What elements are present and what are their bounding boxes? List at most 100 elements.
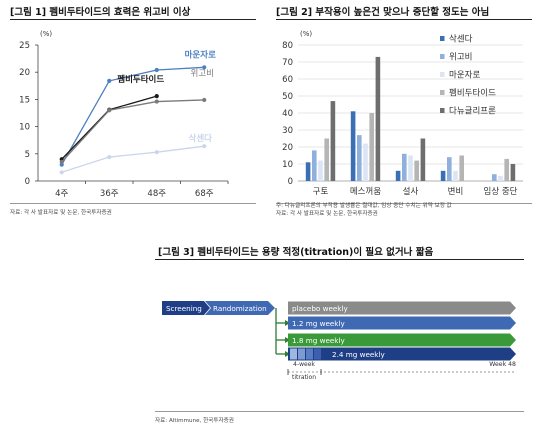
fig2-legend-swatch (440, 54, 445, 59)
fig1-x-tick-label: 36주 (100, 189, 119, 199)
fig1-data-point (59, 159, 64, 165)
fig2-x-tick-label: 임상 중단 (484, 186, 518, 197)
fig2-bar (420, 138, 426, 181)
fig2-y-tick-label: 70 (282, 58, 293, 68)
fig1-y-tick-label: 5 (25, 150, 30, 160)
fig3-arm-bar (288, 316, 516, 330)
fig3-randomization-label: Randomization (213, 304, 267, 313)
fig2-bar (402, 153, 407, 181)
fig1-data-point (154, 150, 159, 155)
fig2-bar (440, 170, 446, 181)
fig3-diagram: Screening Randomization placebo weekly 1.2 … (156, 263, 523, 405)
fig2-legend-swatch (440, 90, 445, 95)
fig3-branch-arrowhead (285, 320, 290, 326)
fig1-series-line (61, 145, 205, 173)
fig3-screening-label: Screening (166, 304, 202, 313)
fig1-y-unit: (%) (40, 30, 52, 38)
fig3-titration-step (314, 348, 321, 360)
fig1-x-tick-label: 68주 (195, 189, 214, 199)
fig1-data-point (154, 99, 159, 104)
fig1-data-point (202, 144, 207, 149)
fig2-note: 주: 다뉴글리프론의 부작용 발생률은 절대값, 임상 중단 수치는 위약 보정… (276, 203, 452, 209)
fig1-title-rule (10, 19, 256, 20)
fig2-bar (305, 162, 311, 181)
fig3-titration-step (306, 348, 313, 360)
fig2-legend-label: 위고비 (449, 53, 472, 63)
fig2-bar (453, 170, 458, 181)
fig1-series-label: 펨비두타이드 (117, 74, 164, 85)
fig1-bottom-rule (10, 203, 256, 204)
fig2-legend-label: 다뉴글리프론 (449, 107, 496, 117)
fig3-branch-arrowhead (285, 337, 290, 343)
fig3-arm-label: 1.8 mg weekly (292, 336, 345, 345)
fig3-week-label: Week 48 (489, 361, 516, 368)
fig2-legend-label: 펨비두타이드 (449, 88, 496, 99)
fig1-data-point (107, 108, 112, 113)
fig2-bar (504, 158, 509, 181)
fig2-legend-swatch (440, 108, 445, 113)
fig2-bar (369, 113, 374, 181)
fig1-series-label: 마운자로 (185, 49, 216, 60)
fig1-data-point (202, 97, 207, 103)
fig2-legend-swatch (440, 72, 445, 77)
fig3-titration-step (290, 348, 297, 360)
fig2-bar (459, 155, 464, 181)
fig2-x-tick-label: 설사 (403, 186, 419, 197)
fig2-bar (324, 138, 329, 181)
fig2-legend-label: 삭센다 (449, 34, 473, 45)
fig3-source: 자료: Altimmune, 한국투자증권 (155, 418, 234, 424)
fig2-legend-label: 마운자로 (449, 71, 480, 81)
fig2-bar (510, 164, 516, 181)
fig1-y-tick-label: 10 (19, 123, 30, 133)
fig2-x-tick-label: 변비 (448, 186, 464, 197)
fig2-legend-swatch (440, 36, 445, 41)
fig2-bar (312, 150, 317, 181)
fig1-series-line (61, 66, 205, 166)
fig2-y-tick-label: 20 (282, 143, 293, 153)
fig3-randomization-shape (205, 301, 275, 315)
fig3-arm-label: 1.2 mg weekly (292, 319, 345, 328)
fig3-arm-bar (288, 301, 516, 315)
fig2-source: 자료: 각 사 발표자료 및 논문, 한국투자증권 (276, 211, 378, 217)
fig2-bar (350, 111, 356, 181)
fig2-bar (330, 101, 336, 181)
fig2-x-tick-label: 구토 (313, 187, 329, 197)
fig2-bar (498, 175, 503, 181)
fig2-bar (408, 155, 413, 181)
fig1-data-point (107, 78, 112, 84)
fig2-y-tick-label: 30 (282, 126, 293, 136)
fig1-source: 자료: 각 사 발표자료 및 논문, 한국투자증권 (10, 210, 112, 216)
fig2-title: [그림 2] 부작용이 높은건 맞으나 중단할 정도는 아님 (276, 7, 490, 18)
fig1-y-tick-label: 15 (19, 95, 30, 105)
fig1-data-point (59, 170, 64, 175)
fig2-bar (414, 160, 419, 181)
fig3-arm-label: 2.4 mg weekly (332, 350, 385, 359)
fig1-y-tick-label: 20 (19, 68, 30, 78)
fig3-bottom-rule (155, 411, 524, 412)
fig2-bar (318, 160, 323, 181)
fig1-x-tick-label: 4주 (55, 189, 68, 199)
fig3-title-rule (155, 259, 524, 260)
fig1-data-point (154, 94, 159, 99)
fig3-titration-step (298, 348, 305, 360)
fig1-y-tick-label: 25 (19, 41, 30, 51)
fig2-x-tick-label: 메스꺼움 (350, 187, 381, 197)
fig2-y-tick-label: 50 (282, 92, 293, 102)
fig3-titration-label-2: titration (292, 374, 316, 381)
fig1-title: [그림 1] 펨비두타이드의 효력은 위고비 이상 (10, 7, 191, 18)
fig1-data-point (107, 154, 112, 160)
fig2-y-tick-label: 10 (282, 160, 293, 170)
fig3-arm-bar (288, 347, 516, 361)
fig2-y-tick-label: 40 (282, 109, 293, 119)
fig1-y-tick-label: 0 (25, 177, 30, 187)
fig1-series-label: 위고비 (191, 69, 214, 79)
fig2-bar (447, 157, 452, 181)
fig2-y-tick-label: 80 (282, 41, 293, 51)
fig3-screening-shape (162, 301, 210, 315)
fig2-y-tick-label: 0 (288, 177, 293, 187)
fig2-chart: (%) 0 10 20 30 40 50 60 70 80 구토 메스꺼움 설사 변비 임상 중단 삭센다위고… (282, 30, 523, 197)
fig1-series-line (61, 95, 157, 160)
fig3-arm-label: placebo weekly (292, 304, 348, 313)
fig1-series-line (61, 99, 205, 163)
